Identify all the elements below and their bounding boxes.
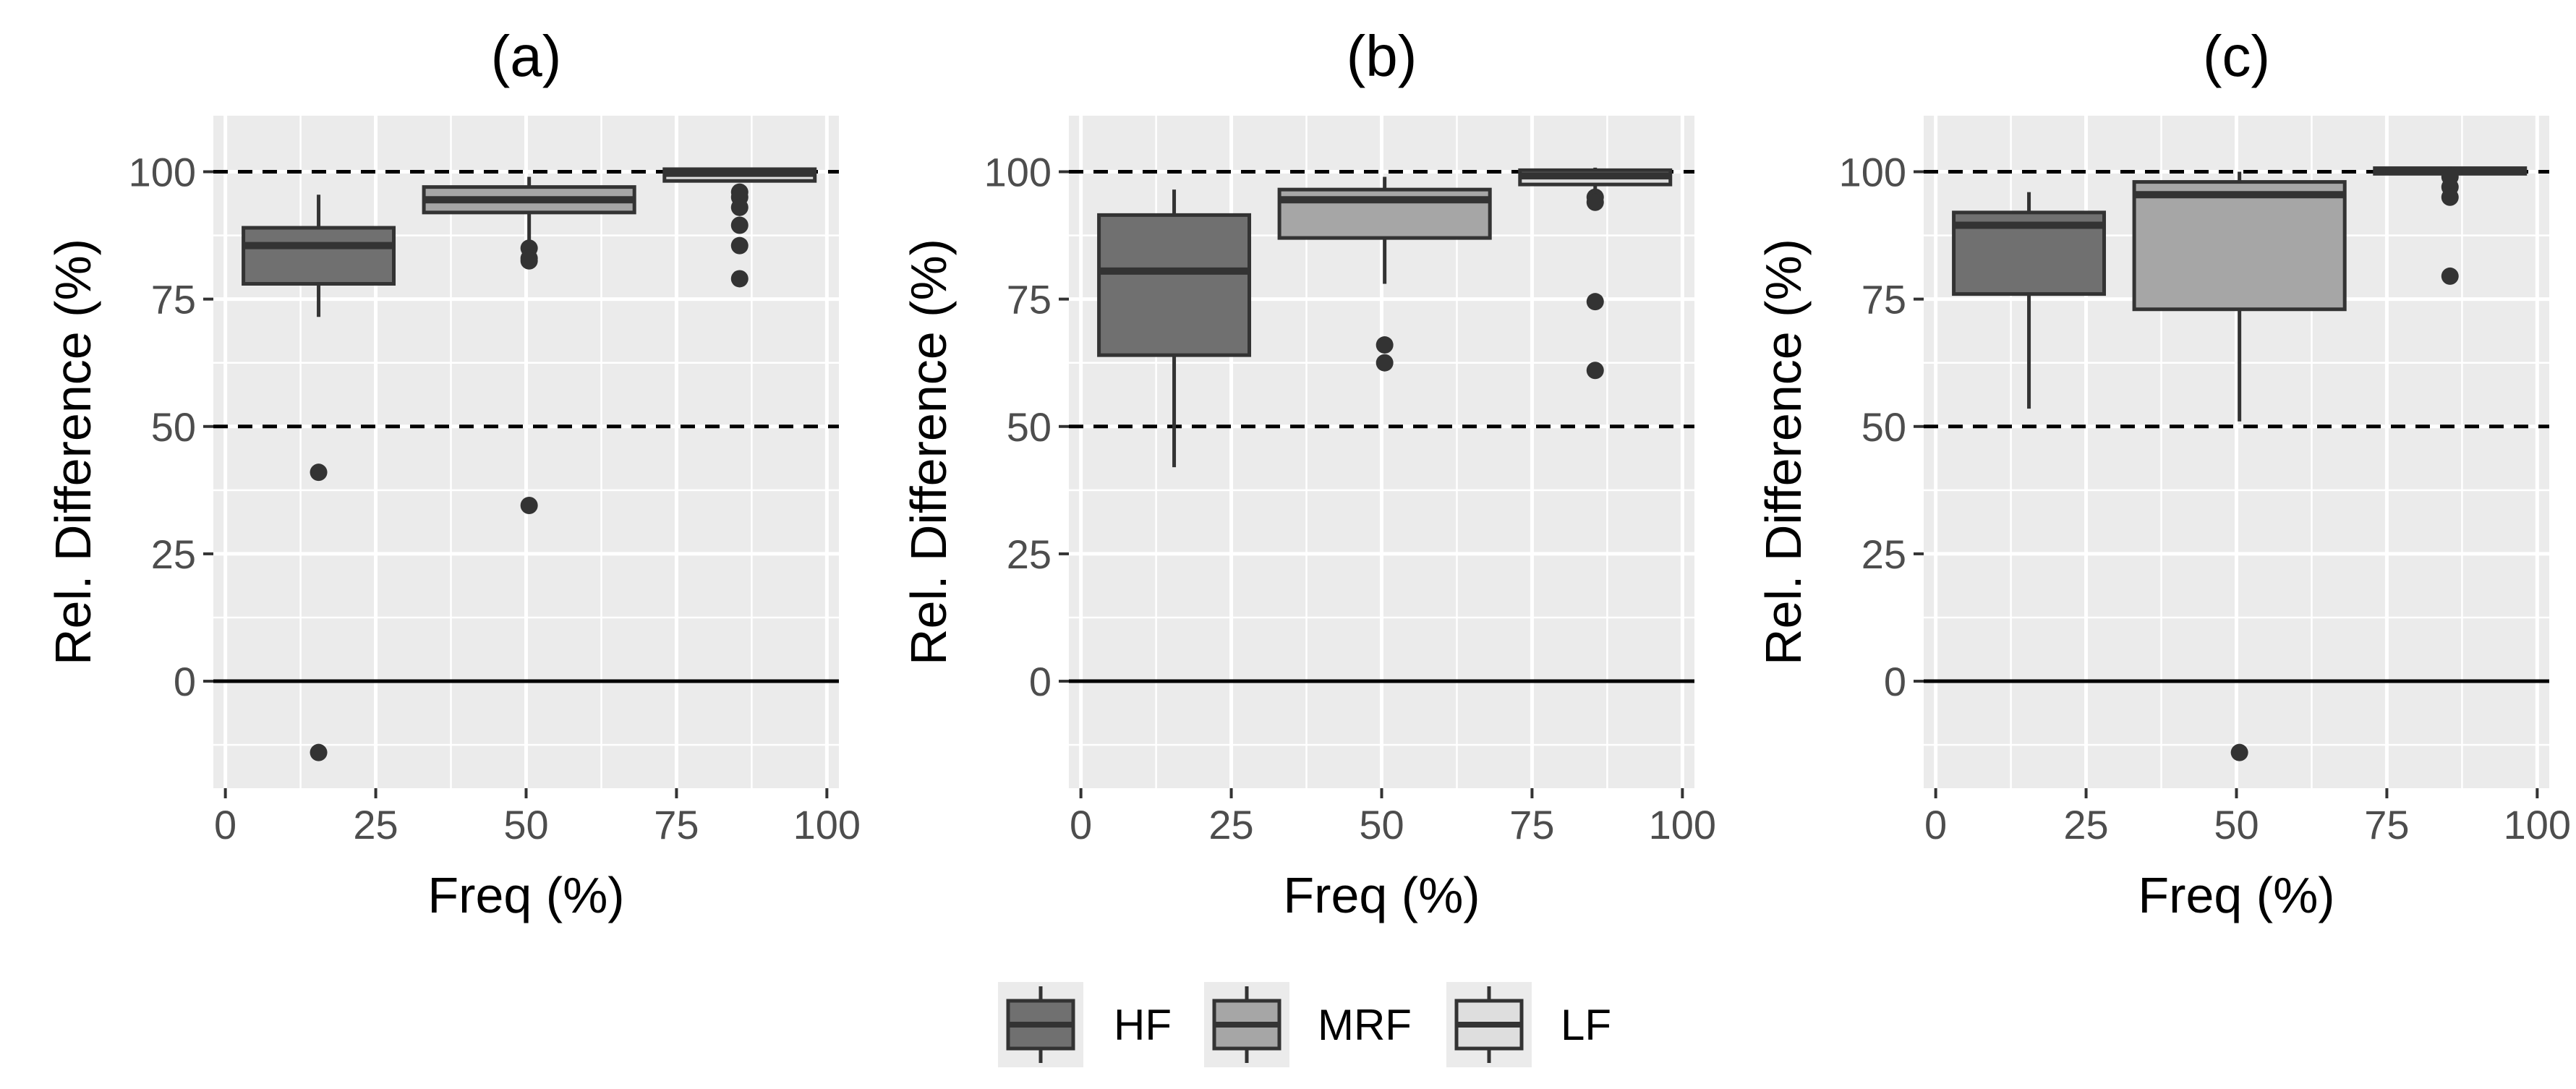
- y-tick-label: 0: [1884, 659, 1906, 704]
- panel-title: (a): [491, 24, 562, 88]
- x-axis-title: Freq (%): [427, 867, 624, 923]
- x-tick-label: 25: [2063, 802, 2108, 847]
- box-lf: [662, 167, 817, 288]
- x-tick-label: 25: [1208, 802, 1253, 847]
- panel-title: (b): [1347, 24, 1417, 88]
- y-tick-label: 25: [1861, 531, 1906, 577]
- x-tick-label: 0: [1070, 802, 1092, 847]
- x-tick-label: 75: [1509, 802, 1554, 847]
- y-tick-label: 100: [129, 150, 196, 195]
- x-tick-label: 100: [2504, 802, 2571, 847]
- x-tick-label: 50: [1359, 802, 1404, 847]
- outlier-point: [730, 270, 749, 288]
- x-tick-label: 75: [654, 802, 699, 847]
- box-body: [2132, 180, 2347, 312]
- x-tick-label: 0: [214, 802, 236, 847]
- outlier-point: [1586, 293, 1604, 311]
- x-tick-label: 0: [1924, 802, 1947, 847]
- panel-3: 0 25 50 75 100 0 25 50 75 100 (c) Freq (%) Rel. Diff…: [1755, 24, 2571, 923]
- outlier-point: [1586, 362, 1604, 380]
- y-tick-label: 75: [151, 277, 196, 323]
- outlier-point: [2441, 267, 2459, 285]
- panel-2: 0 25 50 75 100 0 25 50 75 100 (b) Freq (%) Rel. Diff…: [900, 24, 1716, 923]
- x-tick-label: 50: [2214, 802, 2259, 847]
- box-hf: [242, 195, 396, 761]
- y-tick-label: 50: [1861, 404, 1906, 450]
- x-tick-label: 25: [353, 802, 398, 847]
- box-mrf: [1277, 176, 1492, 372]
- y-tick-label: 0: [1029, 659, 1052, 704]
- panel-title: (c): [2203, 24, 2270, 88]
- x-tick-label: 75: [2364, 802, 2409, 847]
- outlier-point: [2230, 743, 2248, 761]
- box-lf: [2373, 166, 2528, 285]
- box-mrf: [2132, 171, 2347, 761]
- box-hf: [1097, 189, 1252, 468]
- y-tick-label: 0: [174, 659, 196, 704]
- box-lf: [1518, 167, 1673, 380]
- legend-label: LF: [1561, 1001, 1611, 1049]
- outlier-point: [730, 198, 749, 216]
- box-hf: [1952, 192, 2107, 409]
- legend-label: HF: [1114, 1001, 1172, 1049]
- y-tick-label: 75: [1007, 277, 1052, 323]
- legend: HF MRF LF: [998, 982, 1611, 1067]
- x-axis-title: Freq (%): [1283, 867, 1480, 923]
- y-axis-title: Rel. Difference (%): [900, 239, 957, 665]
- outlier-point: [310, 743, 328, 761]
- legend-label: MRF: [1318, 1001, 1412, 1049]
- y-tick-label: 75: [1861, 277, 1906, 323]
- y-tick-label: 100: [984, 150, 1052, 195]
- legend-item-hf: HF: [998, 982, 1172, 1067]
- y-tick-label: 100: [1839, 150, 1906, 195]
- outlier-point: [520, 496, 538, 514]
- x-axis-title: Freq (%): [2138, 867, 2334, 923]
- panel-1: 0 25 50 75 100 0 25 50 75 100 (a) Freq (%) Rel. Diff…: [45, 24, 861, 923]
- box-body: [1097, 213, 1252, 357]
- outlier-point: [2441, 188, 2459, 206]
- outlier-point: [730, 216, 749, 234]
- outlier-point: [1376, 354, 1394, 372]
- legend-item-mrf: MRF: [1204, 982, 1412, 1067]
- y-tick-label: 50: [151, 404, 196, 450]
- outlier-point: [520, 252, 538, 270]
- y-tick-label: 25: [151, 531, 196, 577]
- y-axis-title: Rel. Difference (%): [45, 239, 101, 665]
- y-axis-title: Rel. Difference (%): [1755, 239, 1812, 665]
- y-tick-label: 50: [1007, 404, 1052, 450]
- box-body: [242, 226, 396, 286]
- outlier-point: [730, 236, 749, 255]
- y-tick-label: 25: [1007, 531, 1052, 577]
- legend-item-lf: LF: [1446, 982, 1611, 1067]
- outlier-point: [310, 464, 328, 482]
- x-tick-label: 100: [1649, 802, 1716, 847]
- outlier-point: [1586, 193, 1604, 211]
- x-tick-label: 100: [793, 802, 861, 847]
- x-tick-label: 50: [503, 802, 548, 847]
- outlier-point: [1376, 336, 1394, 354]
- box-mrf: [422, 176, 636, 514]
